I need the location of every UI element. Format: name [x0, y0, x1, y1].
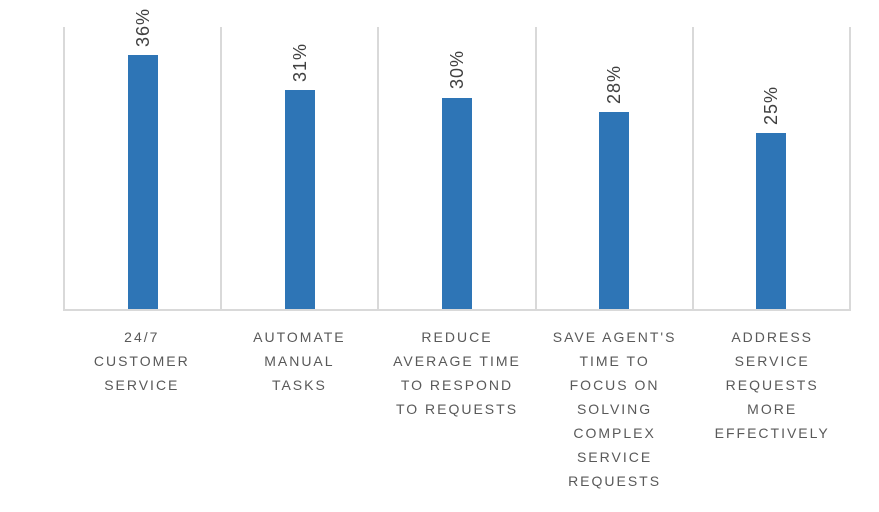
x-axis-label: AUTOMATE MANUAL TASKS [253, 329, 346, 393]
category-section: 36% [65, 8, 220, 309]
bar [127, 55, 158, 309]
bar [756, 132, 787, 309]
bar-value-label: 28% [604, 64, 625, 104]
x-axis-label: 24/7 CUSTOMER SERVICE [93, 329, 190, 393]
bar-value-label: 30% [447, 50, 467, 90]
category-section: 25% [691, 27, 849, 309]
x-axis-label: SAVE AGENT'S TIME TO FOCUS ON SOLVING CO… [552, 329, 677, 489]
x-axis-labels: 24/7 CUSTOMER SERVICE AUTOMATE MANUAL TAS… [63, 311, 851, 493]
category-section: 31% [220, 27, 377, 309]
category-section: 30% [377, 27, 534, 309]
bar-value-label: 36% [132, 8, 153, 48]
bar-value-label: 25% [761, 85, 782, 125]
bar [599, 111, 630, 309]
plot-area: 36% 31% 30% 28% 25% [63, 8, 851, 311]
x-axis-label: REDUCE AVERAGE TIME TO RESPOND TO REQUES… [393, 329, 521, 417]
category-section: 28% [534, 27, 692, 309]
bar-value-label: 31% [289, 43, 310, 83]
bar [284, 90, 315, 309]
x-axis-label: ADDRESS SERVICE REQUESTS MORE EFFECTIVEL… [714, 329, 830, 441]
bar [442, 97, 472, 309]
